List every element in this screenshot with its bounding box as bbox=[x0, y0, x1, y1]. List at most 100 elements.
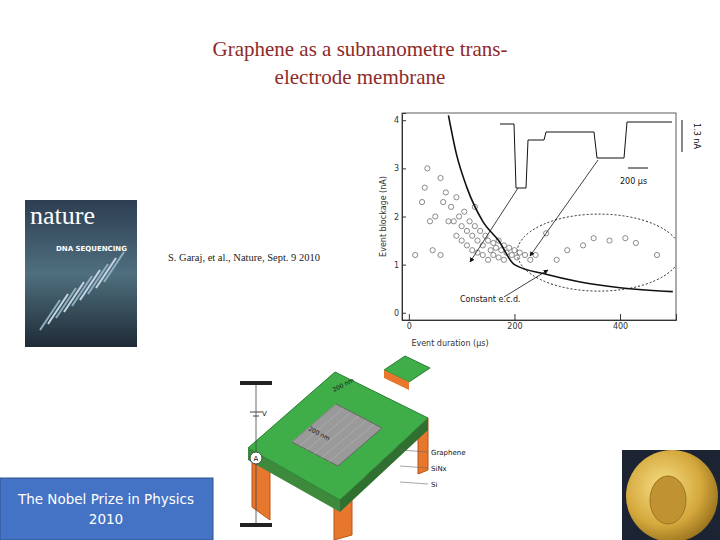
data-point bbox=[467, 219, 472, 224]
graphene-layer bbox=[248, 372, 428, 500]
y-tick-mark bbox=[402, 120, 406, 121]
y-tick-label: 1 bbox=[394, 261, 399, 270]
annotation-arrow bbox=[504, 270, 548, 297]
data-point bbox=[580, 243, 585, 248]
data-point bbox=[464, 243, 469, 248]
journal-cover: nature DNA SEQUENCING bbox=[25, 200, 137, 347]
data-point bbox=[422, 185, 427, 190]
current-trace bbox=[500, 122, 672, 188]
cover-masthead: nature bbox=[30, 201, 95, 230]
data-point bbox=[491, 240, 496, 245]
citation: S. Garaj, et al., Nature, Sept. 9 2010 bbox=[168, 252, 320, 263]
nobel-box bbox=[0, 478, 213, 540]
data-point bbox=[554, 257, 559, 262]
medal-portrait bbox=[650, 476, 686, 524]
data-point bbox=[454, 195, 459, 200]
y-tick-label: 0 bbox=[394, 309, 399, 318]
y-tick-mark bbox=[402, 168, 406, 169]
y-tick: 1 bbox=[394, 261, 406, 270]
battery-plate bbox=[253, 416, 259, 417]
data-point bbox=[480, 252, 485, 257]
time-scale-label: 200 μs bbox=[620, 177, 647, 186]
data-point bbox=[517, 250, 522, 255]
data-point bbox=[528, 257, 533, 262]
x-tick-label: 200 bbox=[507, 322, 522, 331]
data-point bbox=[654, 252, 659, 257]
membrane-grid bbox=[307, 412, 352, 450]
plot-area bbox=[413, 115, 676, 291]
y-axis: 0 1 2 3 4 bbox=[394, 114, 406, 321]
fit-curve-label: Constant e.c.d. bbox=[460, 295, 521, 304]
data-point bbox=[509, 252, 514, 257]
data-point bbox=[472, 224, 477, 229]
data-point bbox=[419, 199, 424, 204]
current-scale-bar bbox=[682, 120, 683, 152]
ammeter bbox=[250, 452, 262, 464]
x-tick: 0 bbox=[407, 314, 412, 331]
data-point bbox=[433, 214, 438, 219]
y-tick-label: 2 bbox=[394, 213, 399, 222]
data-point bbox=[485, 238, 490, 243]
data-point bbox=[493, 245, 498, 250]
inset-device-support bbox=[384, 370, 409, 390]
x-axis: 0 200 400 bbox=[403, 314, 677, 331]
data-point bbox=[488, 248, 493, 253]
membrane-grid bbox=[292, 404, 336, 442]
data-point bbox=[459, 238, 464, 243]
circuit-label: V bbox=[262, 410, 267, 418]
circuit-label: A bbox=[254, 455, 259, 463]
data-point bbox=[441, 199, 446, 204]
data-point bbox=[607, 238, 612, 243]
y-tick: 4 bbox=[394, 116, 406, 125]
membrane-grid bbox=[299, 408, 343, 446]
data-point bbox=[443, 190, 448, 195]
current-scale-label: 1.3 nA bbox=[692, 123, 701, 149]
data-point bbox=[438, 252, 443, 257]
x-tick-mark bbox=[409, 314, 410, 320]
data-point bbox=[507, 245, 512, 250]
cover-helix bbox=[104, 252, 124, 282]
x-tick-label: 0 bbox=[407, 322, 412, 331]
data-point bbox=[496, 255, 501, 260]
nobel-medal bbox=[626, 450, 718, 540]
cover-background bbox=[25, 200, 137, 347]
layer-pointer bbox=[400, 482, 428, 484]
data-point bbox=[448, 204, 453, 209]
membrane-window bbox=[292, 404, 382, 466]
data-point bbox=[464, 228, 469, 233]
x-tick-label: 400 bbox=[613, 322, 628, 331]
battery-plate bbox=[250, 412, 262, 413]
data-point bbox=[413, 252, 418, 257]
scale-label: 200 nm bbox=[331, 376, 355, 393]
layer-label: Si bbox=[431, 481, 437, 489]
y-tick: 2 bbox=[394, 213, 406, 222]
chart: 012340200400Event duration (μs)Event blo… bbox=[379, 113, 701, 348]
data-point bbox=[501, 257, 506, 262]
slide: Graphene as a subnanometre trans-electro… bbox=[0, 0, 720, 540]
slide-title: electrode membrane bbox=[275, 65, 446, 89]
time-scale-bar bbox=[628, 168, 648, 169]
y-tick: 3 bbox=[394, 164, 406, 173]
nobel-text: 2010 bbox=[89, 511, 123, 527]
data-point bbox=[470, 233, 475, 238]
data-point bbox=[456, 214, 461, 219]
x-tick-mark bbox=[620, 314, 621, 320]
data-point bbox=[425, 166, 430, 171]
y-axis-line bbox=[403, 114, 407, 321]
data-point bbox=[533, 252, 538, 257]
inset-trace: 1.3 nA 200 μs bbox=[500, 120, 701, 188]
fit-curve bbox=[448, 115, 672, 291]
cover-helix bbox=[96, 258, 116, 288]
nobel-text: The Nobel Prize in Physics bbox=[17, 491, 194, 507]
data-point bbox=[512, 248, 517, 253]
y-tick-label: 4 bbox=[394, 116, 399, 125]
data-point bbox=[454, 233, 459, 238]
data-point bbox=[430, 248, 435, 253]
annotation-arrow bbox=[470, 188, 518, 262]
data-point bbox=[459, 224, 464, 229]
layer-pointer bbox=[400, 466, 428, 468]
cover-headline: DNA SEQUENCING bbox=[56, 245, 127, 253]
electrode bbox=[240, 381, 272, 385]
data-point bbox=[522, 252, 527, 257]
y-tick-mark bbox=[402, 265, 406, 266]
